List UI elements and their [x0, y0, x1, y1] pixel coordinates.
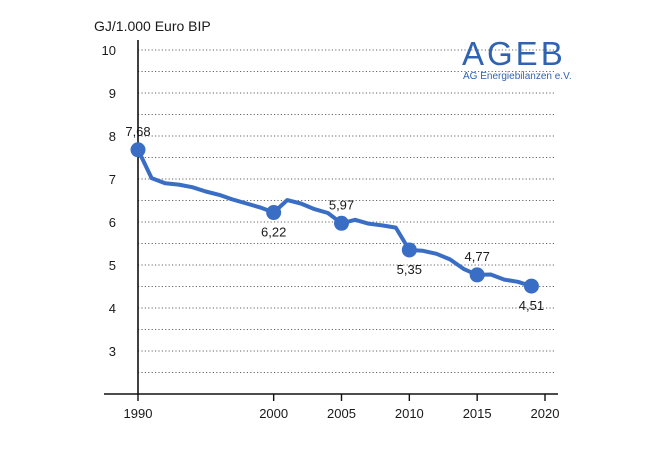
x-tick-label: 2005 — [327, 406, 356, 421]
data-point-marker — [266, 205, 282, 221]
data-point-marker — [130, 142, 146, 158]
data-point-marker — [469, 267, 485, 283]
x-tick-label: 2020 — [531, 406, 560, 421]
grid-lines — [138, 49, 555, 373]
data-point-marker — [523, 278, 539, 294]
data-label: 4,51 — [519, 298, 544, 313]
x-tick-label: 2010 — [395, 406, 424, 421]
x-tick-labels: 1990 2000 2005 2010 2015 2020 — [124, 394, 560, 421]
series-line — [136, 147, 534, 289]
y-tick-label: 5 — [109, 258, 116, 273]
logo-name: AGEB — [462, 35, 566, 72]
y-tick-label: 6 — [109, 215, 116, 230]
data-label: 6,22 — [261, 225, 286, 240]
axes — [104, 40, 558, 395]
data-label: 4,77 — [465, 249, 490, 264]
y-tick-label: 10 — [102, 43, 116, 58]
data-label: 7,68 — [125, 124, 150, 139]
data-label: 5,97 — [329, 197, 354, 212]
data-point-marker — [334, 215, 349, 231]
data-point-marker — [401, 242, 417, 258]
markers — [130, 142, 539, 294]
ageb-logo: AGEB AG Energiebilanzen e.V. — [462, 35, 572, 82]
x-tick-label: 2015 — [463, 406, 492, 421]
y-tick-label: 9 — [109, 86, 116, 101]
data-label: 5,35 — [397, 262, 422, 277]
y-tick-label: 7 — [109, 172, 116, 187]
y-tick-label: 3 — [109, 344, 116, 359]
series — [136, 147, 534, 289]
y-tick-label: 4 — [109, 301, 116, 316]
y-tick-labels: 3 4 5 6 7 8 9 10 — [102, 43, 116, 359]
y-tick-label: 8 — [109, 129, 116, 144]
x-tick-label: 1990 — [124, 406, 153, 421]
x-tick-label: 2000 — [259, 406, 288, 421]
logo-subtitle: AG Energiebilanzen e.V. — [463, 71, 572, 82]
data-labels: 7,68 6,22 5,97 5,35 4,77 4,51 — [125, 124, 544, 313]
y-axis-label: GJ/1.000 Euro BIP — [94, 18, 211, 34]
